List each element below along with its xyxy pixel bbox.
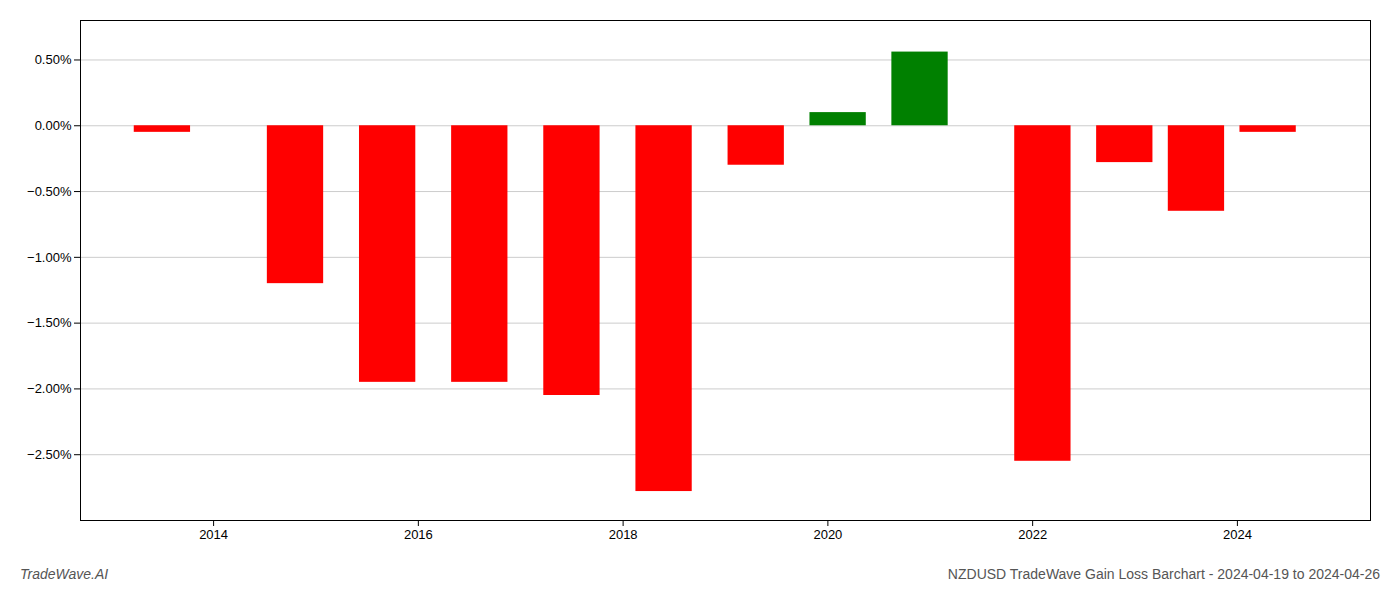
svg-text:2020: 2020 xyxy=(813,527,842,542)
svg-text:2018: 2018 xyxy=(609,527,638,542)
svg-text:2014: 2014 xyxy=(199,527,228,542)
html-text:TradeWave.AI: TradeWave.AI xyxy=(20,566,109,582)
svg-text:−1.00%: −1.00% xyxy=(27,250,72,265)
svg-text:2024: 2024 xyxy=(1223,527,1252,542)
svg-text:−2.00%: −2.00% xyxy=(27,381,72,396)
svg-text:0.50%: 0.50% xyxy=(35,52,72,67)
svg-text:−2.50%: −2.50% xyxy=(27,447,72,462)
svg-text:−0.50%: −0.50% xyxy=(27,184,72,199)
svg-text:0.00%: 0.00% xyxy=(35,118,72,133)
svg-text:2022: 2022 xyxy=(1018,527,1047,542)
svg-text:2016: 2016 xyxy=(404,527,433,542)
svg-text:−1.50%: −1.50% xyxy=(27,315,72,330)
html-text:NZDUSD TradeWave Gain Loss Bar: NZDUSD TradeWave Gain Loss Barchart - 20… xyxy=(947,566,1380,582)
